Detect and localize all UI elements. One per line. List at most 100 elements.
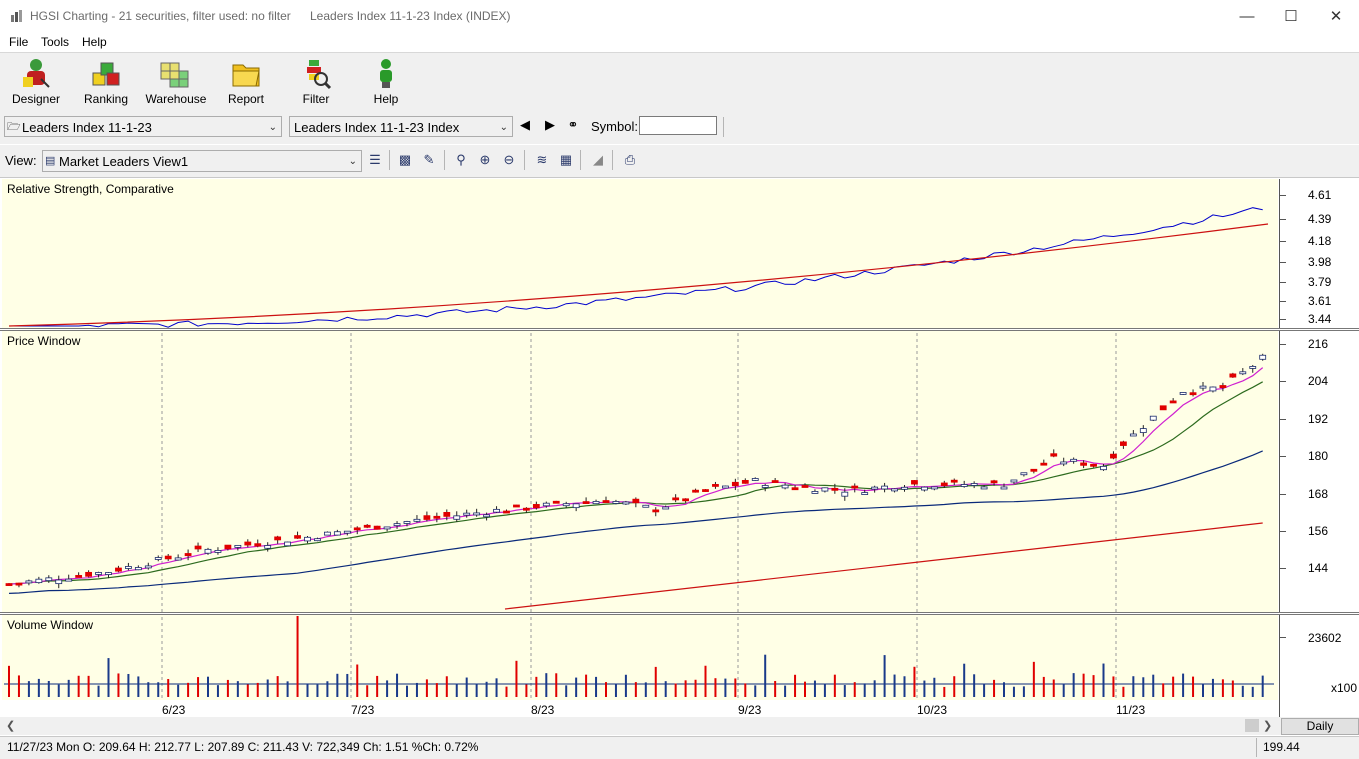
- next-security-button[interactable]: ▶: [545, 117, 555, 132]
- help-label: Help: [373, 92, 399, 106]
- help-button[interactable]: Help: [354, 55, 418, 109]
- date-label: 10/23: [917, 703, 948, 717]
- price-window-title: Price Window: [7, 334, 81, 348]
- chevron-down-icon: ⌄: [268, 122, 277, 133]
- report-label: Report: [227, 92, 265, 106]
- selection-toolbar: 🗁 Leaders Index 11-1-23 ⌄ Leaders Index …: [0, 113, 1359, 144]
- date-axis: 6/23 7/23 8/23 9/23 10/23 11/23: [0, 700, 1278, 717]
- volume-unit: x100: [1331, 681, 1358, 695]
- symbol-label: Symbol:: [591, 119, 638, 134]
- warehouse-button[interactable]: Warehouse: [144, 55, 208, 109]
- status-text: 11/27/23 Mon O: 209.64 H: 212.77 L: 207.…: [7, 740, 479, 754]
- edit-view-icon[interactable]: ☰: [369, 152, 381, 167]
- rs-axis: 4.61 4.39 4.18 3.98 3.79 3.61 3.44: [1279, 179, 1359, 328]
- rs-tick: 4.61: [1308, 188, 1332, 202]
- date-axis-right: [1279, 700, 1359, 717]
- volume-axis: 23602 x100: [1279, 615, 1359, 700]
- main-toolbar: Designer Ranking Warehouse Report Filter…: [0, 52, 1359, 114]
- list-combo[interactable]: 🗁 Leaders Index 11-1-23 ⌄: [4, 116, 282, 137]
- minimize-button[interactable]: —: [1239, 8, 1255, 25]
- filter-icon: [307, 60, 332, 90]
- security-combo-value: Leaders Index 11-1-23 Index: [294, 120, 460, 135]
- designer-label: Designer: [11, 92, 61, 106]
- price-tick: 144: [1308, 561, 1329, 575]
- rs-tick: 4.39: [1308, 212, 1332, 226]
- price-tick: 180: [1308, 449, 1329, 463]
- volume-tick: 23602: [1308, 631, 1342, 645]
- ranking-button[interactable]: Ranking: [74, 55, 138, 109]
- window-title: HGSI Charting - 21 securities, filter us…: [30, 9, 291, 23]
- edit-chart-icon[interactable]: ✎: [423, 152, 435, 167]
- warehouse-icon: [160, 62, 189, 88]
- price-panel[interactable]: Price Window: [2, 331, 1278, 612]
- filter-button[interactable]: Filter: [284, 55, 348, 109]
- folder-icon: 🗁: [7, 121, 21, 133]
- period-button[interactable]: Daily: [1281, 718, 1359, 735]
- symbol-input[interactable]: [639, 116, 717, 135]
- scrollbar-thumb[interactable]: [1245, 719, 1259, 732]
- status-value: 199.44: [1263, 740, 1300, 754]
- status-bar: 11/27/23 Mon O: 209.64 H: 212.77 L: 207.…: [0, 736, 1359, 759]
- menu-tools[interactable]: Tools: [41, 35, 70, 49]
- chart-properties-icon[interactable]: ▩: [398, 152, 412, 167]
- horizontal-scrollbar[interactable]: [20, 719, 1260, 732]
- report-folder-icon: [232, 64, 260, 87]
- chevron-down-icon: ⌄: [499, 122, 508, 133]
- warehouse-label: Warehouse: [145, 92, 207, 106]
- ranking-label: Ranking: [83, 92, 129, 106]
- rs-tick: 3.61: [1308, 294, 1332, 308]
- menu-bar: File Tools Help: [0, 33, 1359, 52]
- help-person-icon: [380, 59, 392, 88]
- draw-tool-icon[interactable]: ◢: [593, 152, 603, 167]
- volume-window-title: Volume Window: [7, 618, 94, 632]
- binoculars-icon[interactable]: ⚭: [567, 117, 579, 132]
- rs-tick: 3.44: [1308, 312, 1332, 326]
- zoom-out-icon[interactable]: ⊖: [503, 152, 515, 167]
- date-label: 11/23: [1116, 703, 1146, 717]
- rs-tick: 3.98: [1308, 255, 1332, 269]
- app-icon: [10, 9, 24, 26]
- relative-strength-panel[interactable]: Relative Strength, Comparative: [2, 179, 1278, 328]
- price-tick: 216: [1308, 337, 1329, 351]
- rs-tick: 3.79: [1308, 275, 1332, 289]
- report-button[interactable]: Report: [214, 55, 278, 109]
- zoom-in-icon[interactable]: ⊕: [479, 152, 491, 167]
- menu-file[interactable]: File: [9, 35, 29, 49]
- security-combo[interactable]: Leaders Index 11-1-23 Index ⌄: [289, 116, 513, 137]
- price-tick: 156: [1308, 524, 1329, 538]
- print-icon[interactable]: ⎙: [624, 152, 636, 167]
- zoom-icon[interactable]: ⚲: [456, 152, 466, 167]
- maximize-button[interactable]: ☐: [1284, 8, 1298, 25]
- view-label: View:: [5, 153, 37, 168]
- date-label: 9/23: [738, 703, 762, 717]
- scroll-right-button[interactable]: ❯: [1263, 720, 1273, 732]
- bar-style-icon[interactable]: ≋: [536, 152, 548, 167]
- chart-view-icon: ▤: [45, 155, 56, 167]
- date-label: 8/23: [531, 703, 555, 717]
- panel-splitter[interactable]: [0, 612, 1359, 615]
- scroll-left-button[interactable]: ❮: [6, 720, 16, 732]
- title-bar: HGSI Charting - 21 securities, filter us…: [0, 0, 1359, 33]
- data-table-icon[interactable]: ▦: [559, 152, 573, 167]
- price-tick: 192: [1308, 412, 1329, 426]
- period-label: Daily: [1306, 719, 1334, 733]
- price-axis: 216 204 192 180 168 156 144: [1279, 331, 1359, 612]
- rs-tick: 4.18: [1308, 234, 1332, 248]
- ranking-icon: [92, 62, 120, 86]
- date-label: 7/23: [351, 703, 375, 717]
- volume-panel[interactable]: Volume Window: [2, 615, 1278, 700]
- document-title: Leaders Index 11-1-23 Index (INDEX): [310, 9, 511, 23]
- view-combo[interactable]: ▤ Market Leaders View1 ⌄: [42, 150, 362, 172]
- menu-help[interactable]: Help: [82, 35, 107, 49]
- view-toolbar: View: ▤ Market Leaders View1 ⌄ ☰ ▩ ✎ ⚲ ⊕…: [0, 145, 1359, 178]
- date-label: 6/23: [162, 703, 186, 717]
- panel-splitter[interactable]: [0, 328, 1359, 331]
- previous-security-button[interactable]: ◀: [520, 117, 530, 132]
- close-button[interactable]: ✕: [1329, 8, 1343, 25]
- list-combo-value: Leaders Index 11-1-23: [22, 120, 152, 135]
- filter-label: Filter: [302, 92, 330, 106]
- price-tick: 168: [1308, 487, 1329, 501]
- scroll-row: ❮ ❯ Daily: [0, 717, 1359, 735]
- price-tick: 204: [1308, 374, 1329, 388]
- designer-button[interactable]: Designer: [4, 55, 68, 109]
